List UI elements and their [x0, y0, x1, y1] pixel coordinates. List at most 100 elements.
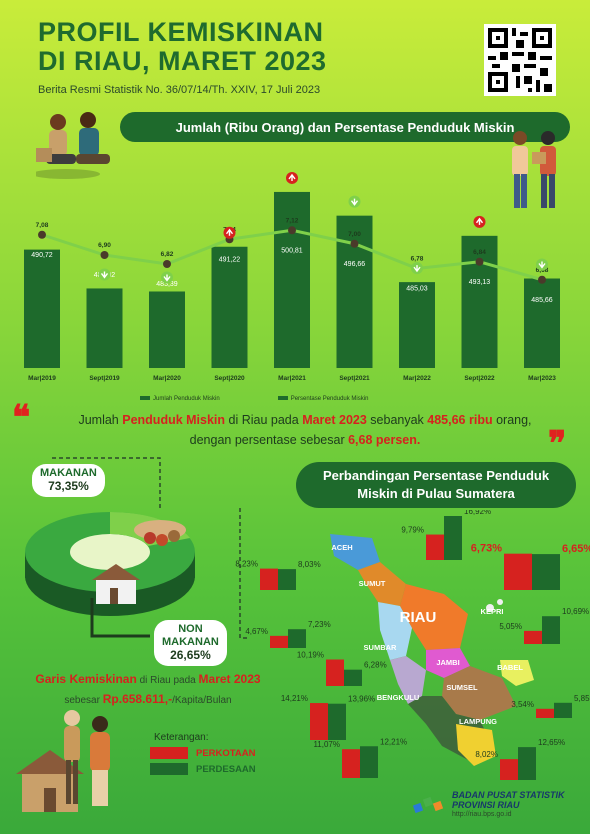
garis-part: sebesar: [64, 695, 103, 706]
province-name-babel: BABEL: [497, 663, 523, 672]
bar-desa-sumbar: [288, 629, 306, 648]
bar-kota-sumbar: [270, 635, 288, 648]
legend-title: Keterangan:: [154, 732, 209, 743]
summary-part: Jumlah: [78, 413, 123, 427]
desa-label-sumsel: 13,96%: [348, 695, 375, 704]
trend-arrow-icon: [350, 198, 359, 206]
garis-kemiskinan-text: Garis Kemiskinan di Riau pada Maret 2023…: [18, 670, 278, 710]
legend-desa-label: PERDESAAN: [196, 763, 256, 775]
value-label-7: 493,13: [469, 279, 491, 286]
bar-desa-aceh: [444, 516, 462, 560]
bar-kota-riau: [504, 553, 532, 590]
garis-part: /Kapita/Bulan: [172, 695, 232, 706]
bar-desa-sumsel: [328, 703, 346, 740]
bar-kota-jambi: [326, 659, 344, 686]
kota-label-bengkulu: 11,07%: [313, 740, 340, 749]
summary-part: sebanyak: [366, 413, 428, 427]
summary-part: dengan persentase sebesar: [189, 433, 349, 447]
desa-label-kepri: 10,69%: [562, 607, 589, 616]
trend-arrow-icon: [100, 271, 109, 279]
trend-arrow-icon: [538, 261, 546, 269]
province-name-aceh: ACEH: [331, 543, 352, 552]
summary-highlight: Maret 2023: [302, 413, 367, 427]
bar-1: [86, 288, 123, 368]
summary-text: Jumlah Penduduk Miskin di Riau pada Mare…: [60, 410, 550, 450]
province-name-lampung: LAMPUNG: [459, 717, 497, 726]
page-subtitle: Berita Resmi Statistik No. 36/07/14/Th. …: [38, 84, 321, 96]
legend-kota-label: PERKOTAAN: [196, 747, 256, 759]
legend-kota-swatch: [150, 747, 188, 759]
bar-kota-babel: [536, 708, 554, 718]
line-point-5: [350, 239, 359, 248]
value-label-0: 490,72: [31, 252, 53, 259]
summary-part: di Riau pada: [225, 413, 303, 427]
kota-label-kepri: 5,05%: [499, 622, 522, 631]
garis-part: Maret 2023: [198, 672, 261, 686]
garis-part: Rp.658.611,-: [102, 692, 173, 706]
open-quote-icon: ❝: [12, 398, 31, 438]
line-point-7: [475, 257, 484, 266]
close-quote-icon: ❞: [548, 424, 567, 464]
bps-logo: BADAN PUSAT STATISTIK PROVINSI RIAU http…: [412, 790, 565, 820]
title-line-1: PROFIL KEMISKINAN: [38, 17, 324, 47]
composition-donut: [25, 457, 250, 639]
trend-arrow-icon: [475, 217, 484, 225]
bar-kota-sumut: [260, 568, 278, 590]
poverty-chart: 7,08490,72Mar|20196,90483,92Sept|20196,8…: [24, 171, 560, 382]
qr-code-icon[interactable]: [484, 24, 556, 96]
tick-label-7: Sept|2022: [464, 375, 495, 382]
bar-desa-kepri: [542, 616, 560, 644]
bar-kota-kepri: [524, 630, 542, 644]
chart-legend: Jumlah Penduduk Miskin Persentase Pendud…: [140, 396, 368, 402]
value-label-6: 485,03: [406, 286, 428, 293]
makanan-label: MAKANAN: [40, 467, 97, 479]
bar-8: [524, 278, 560, 368]
trend-arrow-icon: [288, 173, 296, 181]
legend-line: Persentase Penduduk Miskin: [278, 396, 369, 402]
trend-arrow-icon: [225, 228, 234, 236]
tick-label-6: Mar|2022: [403, 375, 431, 382]
bar-6: [399, 282, 435, 368]
footer-url[interactable]: http://riau.bps.go.id: [452, 811, 512, 818]
kota-label-lampung: 8,02%: [475, 750, 498, 759]
non-makanan-badge: NON MAKANAN 26,65%: [154, 620, 227, 666]
pct-label-4: 7,12: [286, 217, 299, 224]
garis-part: Garis Kemiskinan: [35, 672, 137, 686]
bar-kota-bengkulu: [342, 749, 360, 778]
desa-label-riau: 6,65%: [562, 543, 590, 555]
summary-highlight: 485,66 ribu: [427, 413, 493, 427]
vendor-illustration-icon: [512, 131, 556, 208]
kota-label-sumbar: 4,67%: [245, 627, 268, 636]
bar-desa-lampung: [518, 747, 536, 780]
line-point-2: [163, 260, 171, 268]
province-name-riau: RIAU: [400, 609, 437, 626]
bar-kota-aceh: [426, 534, 444, 560]
desa-label-aceh: 16,92%: [464, 510, 491, 516]
non-makanan-label-1: NON: [178, 623, 203, 635]
title-line-2: DI RIAU, MARET 2023: [38, 46, 327, 76]
pct-label-7: 6,84: [473, 249, 486, 256]
sumatera-title-2: Miskin di Pulau Sumatera: [357, 486, 515, 501]
trend-arrow-icon: [413, 265, 421, 273]
bar-kota-sumsel: [310, 703, 328, 740]
makanan-badge: MAKANAN 73,35%: [32, 464, 105, 497]
couple-illustration-icon: [36, 112, 110, 179]
province-name-sumbar: SUMBAR: [364, 643, 397, 652]
bar-3: [211, 246, 248, 368]
tick-label-8: Mar|2023: [528, 375, 556, 382]
bar-0: [24, 249, 60, 368]
value-label-3: 491,22: [219, 256, 241, 263]
bar-desa-riau: [532, 554, 560, 590]
line-point-0: [38, 230, 46, 239]
province-name-kepri: KEPRI: [481, 607, 504, 616]
bar-desa-babel: [554, 702, 572, 718]
province-name-bengkulu: BENGKULU: [377, 693, 420, 702]
tick-label-2: Mar|2020: [153, 375, 181, 382]
province-name-jambi: JAMBI: [436, 658, 459, 667]
summary-highlight: Penduduk Miskin: [122, 413, 226, 427]
value-label-2: 483,39: [156, 281, 178, 288]
pct-label-0: 7,08: [36, 222, 49, 229]
chart-banner: Jumlah (Ribu Orang) dan Persentase Pendu…: [120, 112, 570, 142]
tick-label-5: Sept|2021: [339, 375, 370, 382]
value-label-8: 485,66: [531, 297, 553, 304]
